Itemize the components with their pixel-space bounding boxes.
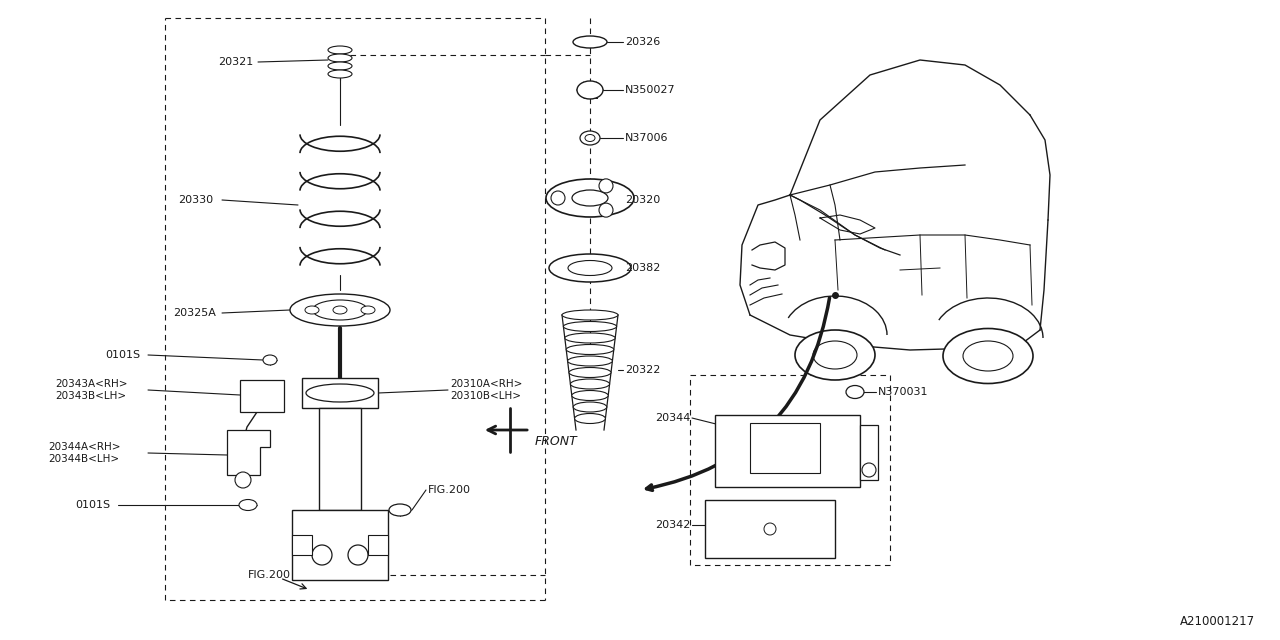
Ellipse shape	[795, 330, 876, 380]
Polygon shape	[227, 430, 270, 475]
Text: 20325A: 20325A	[173, 308, 216, 318]
Bar	[292, 510, 388, 580]
Ellipse shape	[232, 460, 248, 470]
Ellipse shape	[305, 306, 319, 314]
Text: 20342: 20342	[654, 520, 690, 530]
Ellipse shape	[547, 179, 634, 217]
Text: N37006: N37006	[625, 133, 668, 143]
Ellipse shape	[312, 300, 367, 320]
Text: 20330: 20330	[178, 195, 214, 205]
Text: 0101S: 0101S	[105, 350, 140, 360]
Text: 20310A<RH>
20310B<LH>: 20310A<RH> 20310B<LH>	[451, 379, 522, 401]
Ellipse shape	[549, 254, 631, 282]
Ellipse shape	[963, 341, 1012, 371]
Ellipse shape	[328, 54, 352, 62]
Text: A210001217: A210001217	[1180, 615, 1254, 628]
Text: 20344A<RH>
20344B<LH>: 20344A<RH> 20344B<LH>	[49, 442, 120, 464]
Ellipse shape	[239, 499, 257, 511]
Ellipse shape	[361, 306, 375, 314]
Text: 20343A<RH>
20343B<LH>: 20343A<RH> 20343B<LH>	[55, 379, 128, 401]
Ellipse shape	[328, 46, 352, 54]
Circle shape	[236, 472, 251, 488]
Circle shape	[312, 545, 332, 565]
Ellipse shape	[943, 328, 1033, 383]
Ellipse shape	[328, 62, 352, 70]
Ellipse shape	[585, 134, 595, 141]
Text: FIG.200: FIG.200	[428, 485, 471, 495]
Ellipse shape	[566, 344, 614, 355]
Text: FIG.200: FIG.200	[248, 570, 291, 580]
Ellipse shape	[580, 131, 600, 145]
Ellipse shape	[389, 504, 411, 516]
Circle shape	[599, 203, 613, 217]
Ellipse shape	[573, 402, 607, 412]
Ellipse shape	[328, 70, 352, 78]
Text: N370031: N370031	[878, 387, 928, 397]
Bar	[705, 500, 835, 558]
Ellipse shape	[291, 294, 390, 326]
Bar	[292, 535, 312, 555]
Bar	[319, 408, 361, 510]
Bar	[302, 378, 378, 408]
Bar	[860, 425, 878, 480]
Ellipse shape	[262, 355, 276, 365]
Text: 20322: 20322	[625, 365, 660, 375]
Ellipse shape	[333, 306, 347, 314]
Ellipse shape	[846, 385, 864, 399]
Bar	[369, 535, 388, 555]
Text: 20326: 20326	[625, 37, 660, 47]
Ellipse shape	[572, 390, 608, 401]
Ellipse shape	[568, 260, 612, 275]
Circle shape	[764, 523, 776, 535]
Text: 20382: 20382	[625, 263, 660, 273]
Ellipse shape	[563, 321, 617, 332]
Circle shape	[599, 179, 613, 193]
Ellipse shape	[573, 36, 607, 48]
Ellipse shape	[567, 356, 612, 366]
Ellipse shape	[572, 190, 608, 206]
Text: 20321: 20321	[218, 57, 253, 67]
Circle shape	[348, 545, 369, 565]
Bar	[750, 423, 820, 473]
Text: N350027: N350027	[625, 85, 676, 95]
Ellipse shape	[564, 333, 616, 343]
Ellipse shape	[575, 413, 605, 424]
Text: 0101S: 0101S	[76, 500, 110, 510]
Circle shape	[550, 191, 564, 205]
Ellipse shape	[306, 384, 374, 402]
Ellipse shape	[577, 81, 603, 99]
Bar	[241, 380, 284, 412]
Circle shape	[861, 463, 876, 477]
Ellipse shape	[562, 310, 618, 320]
Text: 20344: 20344	[654, 413, 690, 423]
Text: 20320: 20320	[625, 195, 660, 205]
Ellipse shape	[813, 341, 858, 369]
Ellipse shape	[570, 367, 611, 378]
Text: FRONT: FRONT	[535, 435, 577, 448]
Bar	[716, 415, 860, 487]
Ellipse shape	[571, 379, 609, 389]
